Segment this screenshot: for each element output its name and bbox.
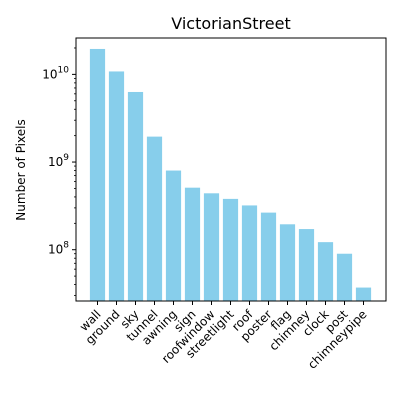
y-tick-label: 109 (48, 153, 69, 169)
bar-post (337, 254, 352, 301)
y-axis-label: Number of Pixels (14, 119, 28, 220)
y-tick-label: 1010 (42, 65, 69, 81)
bar-ground (109, 71, 124, 301)
bar-sky (128, 92, 143, 301)
bar-streetlight (223, 199, 238, 301)
y-tick-label: 108 (48, 241, 69, 257)
bar-roof (242, 205, 257, 301)
bar-roofwindow (204, 193, 219, 301)
chart-title: VictorianStreet (171, 14, 290, 33)
bar-tunnel (147, 137, 162, 301)
bar-poster (261, 213, 276, 301)
bar-awning (166, 171, 181, 301)
bar-flag (280, 224, 295, 301)
y-axis-ticks: 108 109 1010 (42, 48, 76, 296)
bars-group (90, 49, 371, 301)
bar-wall (90, 49, 105, 301)
bar-chimneypipe (356, 288, 371, 301)
bar-clock (318, 242, 333, 301)
bar-sign (185, 188, 200, 301)
bar-chimney (299, 229, 314, 301)
x-axis-ticks: wallgroundskytunnelawningsignroofwindows… (77, 301, 370, 372)
